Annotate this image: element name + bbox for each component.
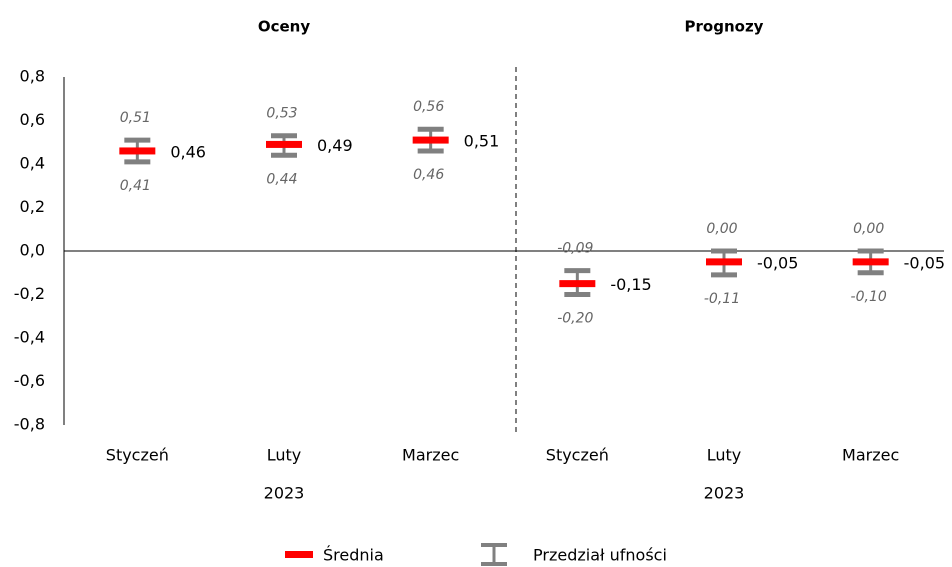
upper-label: 0,00 xyxy=(853,221,884,237)
y-tick-label: 0,8 xyxy=(20,67,45,86)
y-tick-label: -0,2 xyxy=(14,284,45,303)
upper-label: -0,09 xyxy=(557,241,593,257)
upper-label: 0,56 xyxy=(413,99,444,115)
mean-bar xyxy=(119,147,156,155)
lower-label: -0,20 xyxy=(557,311,593,327)
value-label: -0,15 xyxy=(610,275,651,294)
x-tick-label: Styczeń xyxy=(546,446,609,465)
legend-label: Przedział ufności xyxy=(533,546,667,565)
legend-label: Średnia xyxy=(323,546,384,565)
group-title: Prognozy xyxy=(685,18,764,36)
group-sublabel: 2023 xyxy=(704,484,745,503)
lower-label: 0,44 xyxy=(266,171,297,187)
x-tick-label: Styczeń xyxy=(106,446,169,465)
y-tick-label: -0,8 xyxy=(14,415,45,434)
mean-bar xyxy=(266,140,302,148)
y-tick-label: 0,6 xyxy=(20,110,45,129)
mean-bar xyxy=(852,258,889,266)
legend-swatch xyxy=(285,551,313,558)
y-tick-label: -0,6 xyxy=(14,371,45,390)
upper-label: 0,00 xyxy=(706,221,737,237)
lower-label: -0,11 xyxy=(704,291,740,307)
lower-label: -0,10 xyxy=(851,289,887,305)
upper-label: 0,51 xyxy=(120,110,151,126)
value-label: -0,05 xyxy=(757,253,798,272)
x-tick-label: Marzec xyxy=(402,446,459,465)
x-tick-label: Luty xyxy=(267,446,302,465)
y-tick-label: 0,0 xyxy=(20,241,45,260)
lower-label: 0,46 xyxy=(413,167,444,183)
value-label: 0,51 xyxy=(464,132,500,151)
x-tick-label: Marzec xyxy=(842,446,899,465)
value-label: 0,49 xyxy=(317,136,353,155)
upper-label: 0,53 xyxy=(266,106,297,122)
value-label: -0,05 xyxy=(904,253,945,272)
y-tick-label: 0,2 xyxy=(20,197,45,216)
lower-label: 0,41 xyxy=(120,178,151,194)
value-label: 0,46 xyxy=(170,142,206,161)
y-tick-label: -0,4 xyxy=(14,328,45,347)
mean-bar xyxy=(559,280,596,288)
mean-bar xyxy=(706,258,742,266)
group-title: Oceny xyxy=(258,18,310,36)
group-sublabel: 2023 xyxy=(264,484,305,503)
y-tick-label: 0,4 xyxy=(20,154,45,173)
x-tick-label: Luty xyxy=(707,446,742,465)
mean-bar xyxy=(412,136,449,144)
